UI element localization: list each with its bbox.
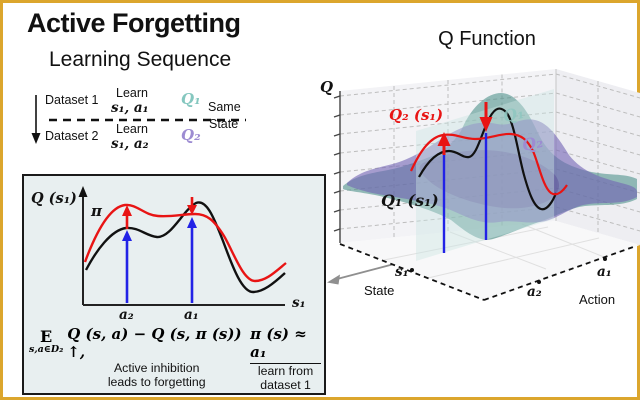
a1-tick-dot xyxy=(603,257,607,261)
note-learn-from: learn from xyxy=(257,364,314,378)
inset-blue-arrow-a2 xyxy=(122,230,132,303)
learn2-label: Learn xyxy=(116,122,148,136)
red-up-arrow-3d xyxy=(437,132,451,155)
pi-label: π xyxy=(91,202,102,220)
q-axis-label: Q xyxy=(320,78,334,96)
red-down-arrow-3d xyxy=(479,102,493,132)
state-action-axes xyxy=(339,243,637,301)
underline-rule xyxy=(250,363,321,364)
surface-plot-3d xyxy=(333,69,640,301)
page-title: Active Forgetting xyxy=(27,8,241,38)
learn1-pair: s₁, a₁ xyxy=(111,100,149,116)
expectation-operator: E s,a∈D₂ xyxy=(29,327,63,355)
learning-sequence-heading: Learning Sequence xyxy=(49,48,232,71)
q2-label-sequence: Q₂ xyxy=(181,126,201,144)
q1-label-sequence: Q₁ xyxy=(181,90,201,108)
note-dataset1: dataset 1 xyxy=(260,378,311,392)
inset-xlabel: s₁ xyxy=(292,295,306,311)
inset-blue-arrow-a1 xyxy=(187,217,197,303)
inset-red-up-arrow-a2 xyxy=(122,205,132,229)
note-leads-forgetting: leads to forgetting xyxy=(107,375,206,389)
dataset1-label: Dataset 1 xyxy=(45,93,99,107)
floor-gridlines xyxy=(383,223,605,279)
inset-box xyxy=(22,174,326,395)
expression-middle: Q (s, a) − Q (s, π (s)) ↑, xyxy=(67,325,242,361)
figure-canvas xyxy=(22,69,640,395)
q1s1-label: Q₁ (s₁) xyxy=(381,191,439,210)
inset-a2-label: a₂ xyxy=(119,307,134,323)
inset-a1-label: a₁ xyxy=(184,307,199,323)
expectation-symbol: E xyxy=(40,327,53,346)
state-axis-label: State xyxy=(364,283,395,298)
q1-surface-label: Q₁ xyxy=(501,103,526,126)
inset-ylabel: Q (s₁) xyxy=(31,190,77,207)
expectation-expression: E s,a∈D₂ Q (s, a) − Q (s, π (s)) ↑, Acti… xyxy=(29,325,321,392)
inset-q2-red-curve xyxy=(83,203,287,283)
expression-middle-group: Q (s, a) − Q (s, π (s)) ↑, Active inhibi… xyxy=(67,325,246,389)
floor-pane xyxy=(340,221,640,300)
inset-axes xyxy=(78,186,285,306)
s1-tick-dot xyxy=(410,268,414,272)
a2-tick-dot xyxy=(537,280,541,284)
q2-surface-shading xyxy=(419,150,559,209)
a1-axis-tick-label: a₁ xyxy=(597,264,612,280)
action-axis-label: Action xyxy=(579,292,616,307)
q-axis xyxy=(333,91,341,243)
q2-surface xyxy=(347,119,637,223)
state-label-sequence: State xyxy=(209,117,239,131)
learn2-pair: s₁, a₂ xyxy=(111,136,149,152)
same-label: Same xyxy=(208,100,241,114)
q1-slice-black-curve xyxy=(418,107,558,211)
expression-right: π (s) ≈ a₁ xyxy=(250,325,307,361)
q-function-title: Q Function xyxy=(438,28,536,50)
inset-red-down-arrow-a1 xyxy=(187,197,197,215)
a2-axis-tick-label: a₂ xyxy=(527,284,542,300)
dataset2-label: Dataset 2 xyxy=(45,129,99,143)
expression-right-group: π (s) ≈ a₁ learn from dataset 1 xyxy=(250,325,321,392)
q2-surface-label: Q₂ xyxy=(520,132,545,155)
expectation-subscript: s,a∈D₂ xyxy=(29,344,64,355)
s1-axis-tick-label: s₁ xyxy=(395,264,409,280)
q2s1-label: Q₂ (s₁) xyxy=(389,106,444,124)
note-active-inhibition: Active inhibition xyxy=(113,361,200,375)
learn1-label: Learn xyxy=(116,86,148,100)
sequence-down-arrow-icon xyxy=(31,95,41,144)
